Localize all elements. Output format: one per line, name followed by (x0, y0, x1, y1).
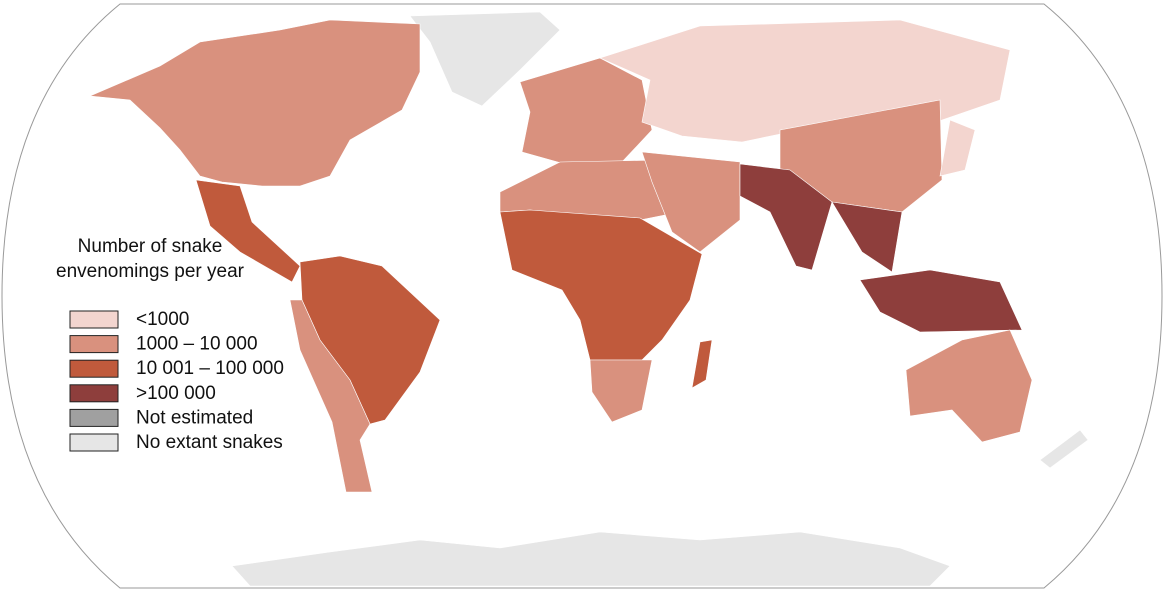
legend-label: Not estimated (136, 407, 253, 428)
legend-label: No extant snakes (136, 432, 283, 453)
central-africa (499, 209, 703, 361)
legend-label: 10 001 – 100 000 (136, 358, 284, 379)
legend-swatch (69, 384, 119, 403)
australia (905, 329, 1033, 443)
southern-africa (589, 359, 653, 423)
legend-swatch (69, 310, 119, 329)
legend-label: >100 000 (136, 383, 216, 404)
legend-label: <1000 (136, 309, 189, 330)
central-america (195, 179, 301, 283)
new-zealand (1039, 429, 1089, 469)
legend-swatch (69, 335, 119, 354)
greenland (409, 11, 561, 107)
madagascar (691, 339, 713, 389)
legend-swatch (69, 433, 119, 452)
indonesia (859, 269, 1023, 333)
legend-label: 1000 – 10 000 (136, 334, 258, 355)
legend-title: envenomings per year (56, 261, 245, 282)
legend-swatch (69, 359, 119, 378)
legend: <1000 1000 – 10 000 10 001 – 100 000 >100 0… (69, 309, 284, 453)
southeast-asia (831, 201, 903, 273)
legend-swatch (69, 408, 119, 427)
south-asia (739, 163, 833, 271)
regions (89, 11, 1089, 587)
antarctica (231, 531, 951, 587)
legend-title: Number of snake (78, 236, 223, 257)
middle-east (641, 151, 741, 253)
north-america (89, 19, 421, 187)
south-america-west (289, 299, 373, 493)
japan (939, 119, 976, 177)
